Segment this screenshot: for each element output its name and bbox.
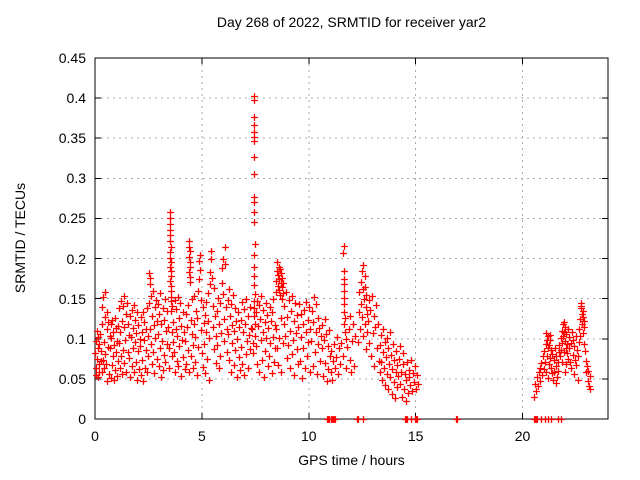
y-tick-label: 0.25: [58, 210, 86, 227]
x-tick-label: 0: [91, 428, 99, 444]
plot-border: [94, 57, 609, 420]
y-tick-label: 0.45: [58, 50, 86, 66]
x-tick-label: 10: [300, 428, 317, 444]
y-tick-label: 0.2: [66, 250, 86, 267]
x-axis-label: GPS time / hours: [298, 452, 405, 468]
y-tick-label: 0.05: [58, 370, 86, 387]
y-tick-label: 0: [78, 411, 86, 427]
y-tick-label: 0.35: [58, 130, 86, 147]
y-tick-label: 0.3: [66, 170, 86, 187]
chart-title: Day 268 of 2022, SRMTID for receiver yar…: [216, 14, 487, 30]
y-tick-label: 0.1: [66, 330, 86, 347]
grid-lines: [95, 57, 608, 419]
x-tick-label: 5: [197, 428, 206, 444]
y-tick-label: 0.4: [66, 90, 86, 107]
x-tick-label: 15: [407, 428, 424, 444]
scatter-points-SRMTID: [92, 93, 594, 423]
y-tick-label: 0.15: [58, 290, 86, 307]
axis-ticks: [94, 57, 608, 420]
x-tick-label: 20: [514, 428, 531, 444]
